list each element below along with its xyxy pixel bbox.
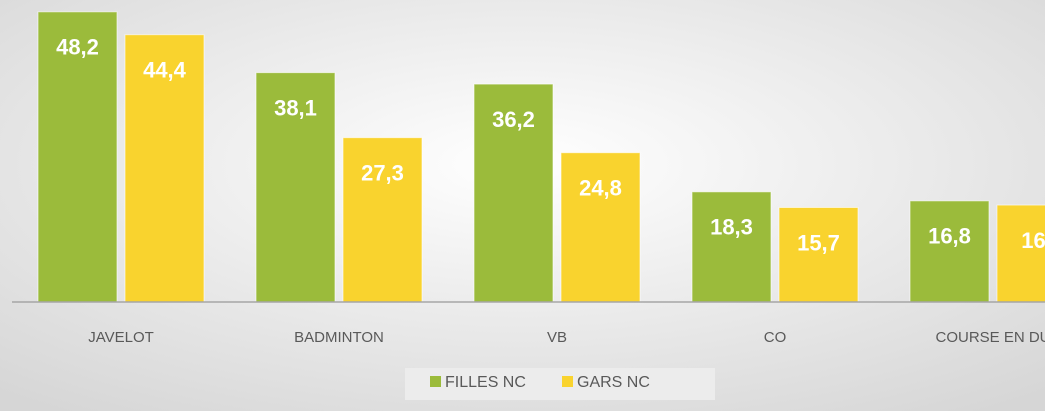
legend-box xyxy=(405,368,715,400)
bar xyxy=(560,152,641,303)
data-label: 18,3 xyxy=(710,215,753,240)
bar xyxy=(124,34,205,303)
x-tick-label: COURSE EN DU xyxy=(935,329,1045,346)
data-label: 27,3 xyxy=(361,160,404,185)
legend-swatch xyxy=(562,376,573,387)
data-label: 15,7 xyxy=(797,230,840,255)
data-label: 38,1 xyxy=(274,95,317,120)
bar xyxy=(996,204,1045,303)
data-label: 44,4 xyxy=(143,58,187,83)
data-label: 16,8 xyxy=(928,224,971,249)
bar xyxy=(691,191,772,303)
bar xyxy=(342,137,423,303)
data-label: 36,2 xyxy=(492,107,535,132)
x-tick-label: JAVELOT xyxy=(88,329,154,346)
bar xyxy=(255,72,336,303)
data-label: 48,2 xyxy=(56,35,99,60)
data-label: 16, xyxy=(1021,228,1045,253)
legend-label: FILLES NC xyxy=(445,374,526,391)
bar xyxy=(909,200,990,303)
bar xyxy=(778,206,859,303)
legend-swatch xyxy=(430,376,441,387)
bar xyxy=(473,83,554,303)
x-tick-label: VB xyxy=(547,329,567,346)
legend-label: GARS NC xyxy=(577,374,650,391)
data-label: 24,8 xyxy=(579,176,622,201)
x-tick-label: CO xyxy=(764,329,787,346)
x-tick-label: BADMINTON xyxy=(294,329,384,346)
